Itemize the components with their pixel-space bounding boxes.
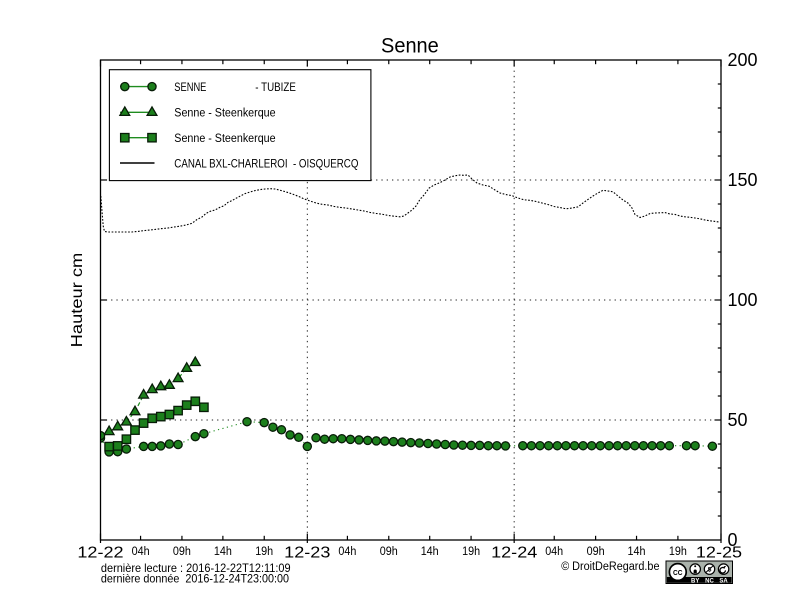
svg-text:50: 50 [728,410,748,430]
svg-text:NC: NC [705,578,714,584]
svg-text:04h: 04h [545,544,563,558]
svg-text:14h: 14h [628,544,646,558]
svg-text:Senne: Senne [381,35,439,58]
svg-text:12-22: 12-22 [77,545,123,562]
svg-text:Senne - Steenkerque: Senne - Steenkerque [174,108,275,120]
svg-text:12-23: 12-23 [284,545,330,562]
svg-text:$: $ [708,567,712,574]
svg-text:BY: BY [691,578,699,584]
svg-text:19h: 19h [669,544,687,558]
svg-text:dernière donnée 2016-12-24T23: dernière donnée 2016-12-24T23:00:00 [101,572,289,586]
svg-text:09h: 09h [380,544,398,558]
svg-text:© DroitDeRegard.be: © DroitDeRegard.be [561,561,659,573]
svg-text:Hauteur cm: Hauteur cm [69,253,86,348]
svg-text:09h: 09h [173,544,191,558]
svg-text:12-24: 12-24 [491,545,538,562]
svg-text:dernière lecture : 2016-12-22T: dernière lecture : 2016-12-22T12:11:09 [101,561,291,575]
svg-text:04h: 04h [132,544,150,558]
svg-text:19h: 19h [255,544,273,558]
svg-text:SA: SA [719,578,728,584]
svg-text:14h: 14h [421,544,439,558]
svg-text:09h: 09h [587,544,605,558]
svg-text:CC: CC [673,568,683,577]
svg-text:04h: 04h [338,544,356,558]
svg-text:150: 150 [728,170,758,190]
svg-text:- TUBIZE: - TUBIZE [255,82,296,94]
svg-text:0: 0 [728,530,738,550]
svg-text:200: 200 [728,50,758,70]
svg-text:100: 100 [728,290,758,310]
svg-text:14h: 14h [214,544,232,558]
svg-text:12-25: 12-25 [696,545,742,562]
svg-text:CANAL BXL-CHARLEROI - OISQUER: CANAL BXL-CHARLEROI - OISQUERCQ [174,158,358,170]
svg-text:Senne - Steenkerque: Senne - Steenkerque [174,133,275,145]
svg-text:SENNE: SENNE [174,82,206,94]
svg-text:19h: 19h [462,544,480,558]
